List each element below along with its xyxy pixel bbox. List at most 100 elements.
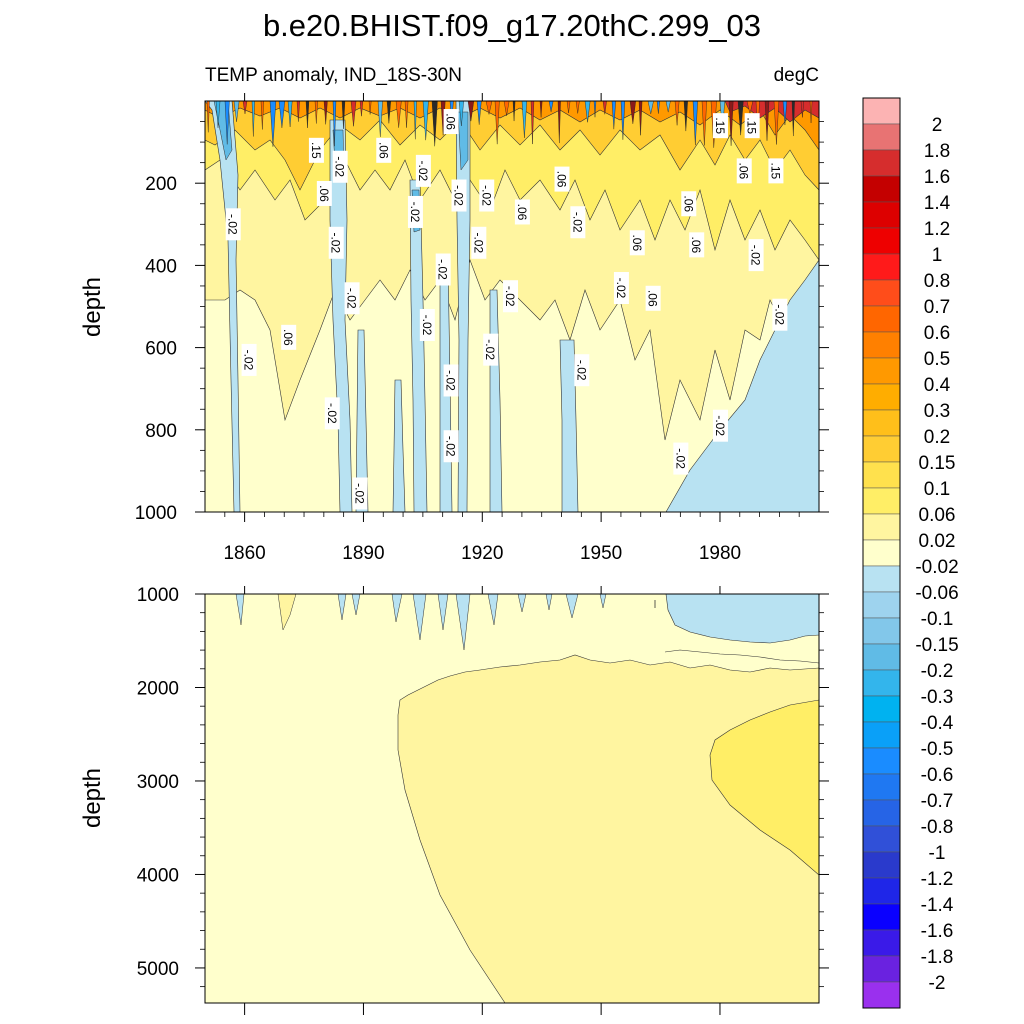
surface-stripe xyxy=(422,101,429,141)
surface-stripe xyxy=(593,101,597,118)
colorbar-swatch xyxy=(862,643,901,671)
upper-panel: -.02 .15 .06 -.02 .06 -.02 .06 .06 -.02 -.02 -.02 -… xyxy=(79,93,829,564)
colorbar-swatch xyxy=(862,175,901,203)
colorbar-swatch xyxy=(862,773,901,801)
colorbar-label: 0.1 xyxy=(924,479,950,500)
colorbar-label: 2 xyxy=(932,115,943,136)
contour-label-text: -.02 xyxy=(444,370,458,391)
lower-axis-ticks: 1000 2000 3000 4000 5000 xyxy=(137,585,829,1015)
surface-stripe xyxy=(629,101,636,124)
contour-label-bg xyxy=(324,397,340,430)
surface-stripe xyxy=(305,101,310,128)
colorbar-swatch xyxy=(862,227,901,255)
contour-label: -.02 xyxy=(503,280,519,313)
contour-label-text: -.02 xyxy=(352,483,366,504)
contour-label: -.02 xyxy=(352,477,368,510)
colorbar-label: -0.3 xyxy=(921,687,954,708)
surface-stripe xyxy=(737,101,744,136)
surface-stripe xyxy=(791,101,795,137)
surface-stripe xyxy=(692,101,698,146)
contour-label-text: -.02 xyxy=(242,350,256,371)
contour-label-text: .06 xyxy=(281,329,295,346)
contour-label: .06 xyxy=(629,230,645,256)
contour-label-bg xyxy=(352,477,368,510)
surface-stripe xyxy=(215,101,221,128)
colorbar-label: -1.2 xyxy=(921,869,954,890)
contour-label-bg xyxy=(241,343,257,376)
surface-stripe xyxy=(287,101,293,127)
colorbar-label: -0.8 xyxy=(921,817,954,838)
surface-stripe xyxy=(404,101,409,128)
surface-stripe xyxy=(602,101,607,115)
surface-stripe xyxy=(773,101,780,145)
colorbar-label: -2 xyxy=(929,973,946,994)
contour-label-bg xyxy=(316,180,332,206)
contour-label: -.02 xyxy=(241,343,257,376)
surface-stripe xyxy=(530,101,535,145)
colorbar-swatch xyxy=(862,487,901,515)
colorbar-label: 0.6 xyxy=(924,323,950,344)
colorbar-label: 0.4 xyxy=(924,375,951,396)
contour-label-text: .06 xyxy=(737,163,751,180)
surface-stripe xyxy=(413,101,417,140)
contour-label: -.02 xyxy=(772,298,788,331)
upper-y-axis-label: depth xyxy=(79,277,106,337)
contour-label-bg xyxy=(503,280,519,313)
colorbar-swatch xyxy=(862,539,901,567)
contour-label-text: .06 xyxy=(515,204,529,221)
surface-stripe xyxy=(377,101,383,137)
contour-label-bg xyxy=(673,442,689,475)
contour-label: .06 xyxy=(645,285,661,311)
colorbar-swatch xyxy=(862,877,901,905)
colorbar-label: 1.2 xyxy=(924,219,950,240)
contour-label-text: -.02 xyxy=(452,185,466,206)
colorbar-swatch xyxy=(862,149,901,177)
surface-stripe xyxy=(620,101,626,140)
contour-label: .15 xyxy=(744,113,760,139)
colorbar-label: 0.7 xyxy=(924,297,950,318)
colorbar-label: 0.2 xyxy=(924,427,950,448)
figure-title: b.e20.BHIST.f09_g17.20thC.299_03 xyxy=(263,8,761,43)
contour-label-bg xyxy=(712,113,728,139)
colorbar-label: -0.6 xyxy=(921,765,954,786)
surface-stripe xyxy=(701,101,707,146)
colorbar-label: -0.7 xyxy=(921,791,954,812)
surface-stripe xyxy=(323,101,328,125)
colorbar-swatch xyxy=(862,747,901,775)
surface-stripe xyxy=(728,101,734,146)
colorbar-swatch xyxy=(862,981,901,1009)
panel-subtitle-left: TEMP anomaly, IND_18S-30N xyxy=(205,65,462,86)
colorbar-swatch xyxy=(862,331,901,359)
surface-stripe xyxy=(233,101,240,122)
contour-label-text: -.02 xyxy=(325,403,339,424)
colorbar-label: -1 xyxy=(929,843,946,864)
contour-label-bg xyxy=(736,158,752,184)
upper-x-tick-label: 1860 xyxy=(223,543,265,564)
contour-label-text: -.02 xyxy=(570,212,584,233)
surface-stripe xyxy=(512,101,516,122)
surface-stripe xyxy=(296,101,300,122)
contour-label: .15 xyxy=(712,113,728,139)
contour-label: -.02 xyxy=(574,354,590,387)
contour-label-text: -.02 xyxy=(471,232,485,253)
colorbar-label: 0.06 xyxy=(919,505,956,526)
contour-label-bg xyxy=(681,191,697,217)
surface-stripe xyxy=(341,101,346,129)
colorbar-swatch xyxy=(862,721,901,749)
colorbar-label: -0.2 xyxy=(921,661,954,682)
contour-label: -.02 xyxy=(344,282,360,315)
contour-label: .06 xyxy=(316,180,332,206)
surface-stripe xyxy=(575,101,580,114)
surface-stripe xyxy=(269,101,277,147)
contour-label: -.02 xyxy=(443,364,459,397)
lower-y-tick-label: 2000 xyxy=(137,678,179,699)
contour-label-bg xyxy=(712,409,728,442)
colorbar-label: -0.1 xyxy=(921,609,954,630)
colorbar-swatch xyxy=(862,565,901,593)
contour-label: -.02 xyxy=(673,442,689,475)
colorbar: 2 1.8 1.6 1.4 1.2 1 0.8 0.7 0.6 0.5 0.4 0.3 0.2 0.15 0… xyxy=(862,97,959,1009)
lower-y-tick-label: 3000 xyxy=(137,772,179,793)
surface-stripe xyxy=(242,101,248,114)
contour-label-text: .06 xyxy=(317,185,331,202)
